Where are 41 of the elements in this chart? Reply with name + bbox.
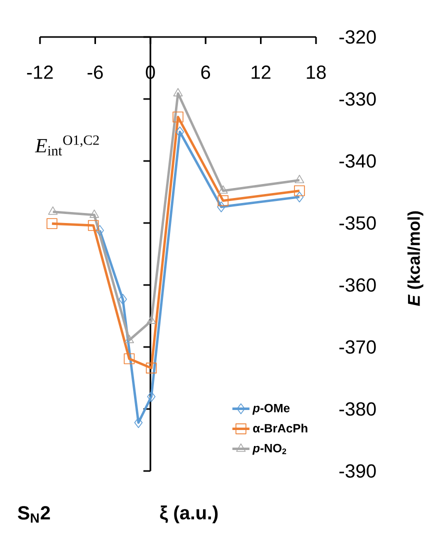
x-tick-label: 6	[201, 66, 210, 79]
point	[294, 174, 304, 184]
point	[295, 192, 304, 202]
y-tick-label: -390	[339, 464, 376, 478]
point	[218, 185, 228, 194]
point	[48, 206, 58, 215]
x-axis-title: ξ (a.u.)	[160, 506, 218, 524]
x-tick-label: -6	[88, 66, 103, 79]
point	[46, 218, 58, 230]
point	[96, 225, 104, 236]
y-tick-label: -350	[339, 216, 376, 230]
legend-label: p-NO$_{2}$	[252, 444, 286, 455]
x-tick-label: -12	[27, 66, 53, 79]
text: S$_{N}$2	[18, 506, 50, 523]
x-tick-label: 18	[306, 66, 326, 79]
y-axis-title: E (kcal/mol)	[407, 211, 424, 306]
point	[172, 112, 184, 122]
point	[88, 220, 99, 231]
y-tick-label: -330	[339, 92, 376, 106]
legend-label: α-BrAcPh	[253, 424, 308, 433]
point	[134, 417, 143, 428]
point	[90, 210, 100, 218]
y-tick-label: -320	[339, 30, 376, 44]
point	[124, 353, 135, 364]
y-tick-label: -380	[339, 402, 376, 416]
legend-label: p-OMe	[252, 404, 290, 415]
y-tick-label: -360	[339, 278, 376, 292]
annotation: E$_{int}$O1,C2	[34, 135, 99, 156]
point	[146, 362, 157, 374]
x-tick-label: 12	[252, 66, 270, 79]
point	[124, 334, 134, 344]
point	[147, 391, 156, 402]
point	[173, 88, 183, 96]
point	[176, 126, 184, 138]
point	[294, 185, 305, 196]
point	[118, 294, 127, 305]
point	[146, 316, 156, 324]
y-tick-label: -340	[339, 154, 376, 168]
point	[217, 201, 226, 212]
point	[218, 195, 228, 206]
y-tick-label: -370	[339, 340, 376, 354]
